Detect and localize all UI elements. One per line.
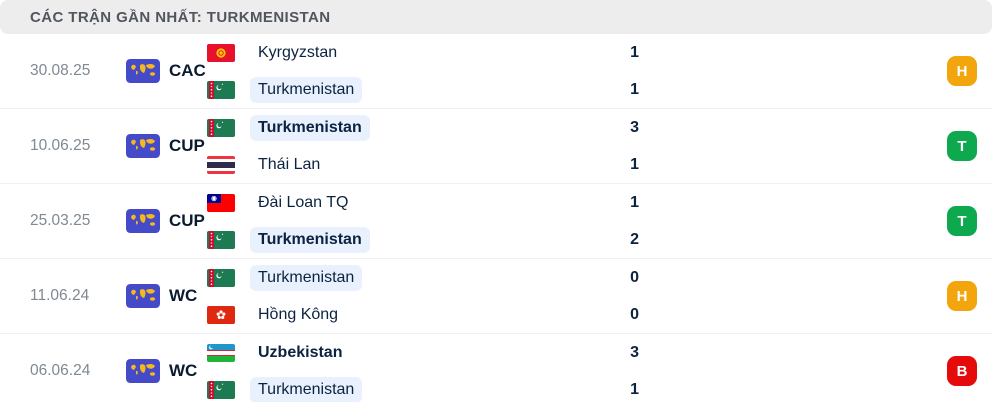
team-name[interactable]: Turkmenistan [250,264,363,291]
team-line-away: Thái Lan 1 [203,146,643,183]
team-line-home: Turkmenistan 0 [203,259,643,296]
team-score: 3 [630,118,639,136]
match-date: 10.06.25 [30,137,91,154]
result-badge: H [947,281,977,311]
team-score: 1 [630,155,639,173]
match-date: 06.06.24 [30,362,91,379]
flag-turkmenistan-icon [207,268,235,287]
match-date: 25.03.25 [30,212,91,229]
team-score: 3 [630,343,639,361]
team-line-away: Turkmenistan 1 [203,71,643,108]
team-line-home: Turkmenistan 3 [203,109,643,146]
result-badge: B [947,356,977,386]
match-list: 30.08.25 CAC Kyrgyzstan 1 Turkmenistan 1… [0,34,992,402]
match-row[interactable]: 25.03.25 CUP Đài Loan TQ 1 Turkmenistan … [0,184,992,259]
flag-turkmenistan-icon [207,230,235,249]
result-badge-column: H [947,56,977,86]
team-name[interactable]: Kyrgyzstan [258,43,338,61]
competition: WC [98,284,203,308]
team-line-home: Kyrgyzstan 1 [203,34,643,71]
teams-column: Uzbekistan 3 Turkmenistan 1 [203,334,643,402]
result-badge: H [947,56,977,86]
match-row[interactable]: 30.08.25 CAC Kyrgyzstan 1 Turkmenistan 1… [0,34,992,109]
team-score: 2 [630,230,639,248]
team-name[interactable]: Turkmenistan [250,226,370,253]
flag-hong-kong-icon [207,305,235,324]
match-row[interactable]: 11.06.24 WC Turkmenistan 0 Hồng Kông 0 H [0,259,992,334]
world-map-icon [126,134,160,158]
match-date: 30.08.25 [30,62,91,79]
team-score: 0 [630,268,639,286]
result-badge-column: T [947,131,977,161]
team-name[interactable]: Hồng Kông [258,305,339,323]
result-badge-column: B [947,356,977,386]
widget-header: CÁC TRẬN GẦN NHẤT: TURKMENISTAN [0,0,992,34]
team-line-away: Turkmenistan 1 [203,371,643,402]
competition-label: CAC [169,61,206,80]
flag-turkmenistan-icon [207,80,235,99]
teams-column: Đài Loan TQ 1 Turkmenistan 2 [203,184,643,258]
team-name[interactable]: Turkmenistan [250,76,363,103]
match-row[interactable]: 06.06.24 WC Uzbekistan 3 Turkmenistan 1 … [0,334,992,402]
result-badge: T [947,131,977,161]
flag-thailand-icon [207,155,235,174]
world-map-icon [126,59,160,83]
team-name[interactable]: Đài Loan TQ [258,193,349,211]
flag-kyrgyzstan-icon [207,43,235,62]
competition-label: CUP [169,211,205,230]
competition: CUP [98,134,205,158]
competition: CAC [98,59,206,83]
result-badge-column: H [947,281,977,311]
widget-title: CÁC TRẬN GẦN NHẤT: TURKMENISTAN [30,8,331,26]
team-name[interactable]: Turkmenistan [250,376,363,402]
flag-turkmenistan-icon [207,118,235,137]
flag-taiwan-icon [207,193,235,212]
teams-column: Turkmenistan 3 Thái Lan 1 [203,109,643,183]
team-line-away: Hồng Kông 0 [203,296,643,333]
team-score: 1 [630,80,639,98]
world-map-icon [126,284,160,308]
flag-turkmenistan-icon [207,380,235,399]
team-name[interactable]: Thái Lan [258,155,321,173]
team-score: 1 [630,380,639,398]
competition-label: WC [169,286,198,305]
result-badge: T [947,206,977,236]
competition: CUP [98,209,205,233]
result-badge-column: T [947,206,977,236]
team-score: 0 [630,305,639,323]
team-score: 1 [630,43,639,61]
world-map-icon [126,209,160,233]
world-map-icon [126,359,160,383]
match-row[interactable]: 10.06.25 CUP Turkmenistan 3 Thái Lan 1 T [0,109,992,184]
team-name[interactable]: Turkmenistan [250,114,370,141]
team-line-home: Uzbekistan 3 [203,334,643,371]
team-line-away: Turkmenistan 2 [203,221,643,258]
competition-label: CUP [169,136,205,155]
flag-uzbekistan-icon [207,343,235,362]
teams-column: Turkmenistan 0 Hồng Kông 0 [203,259,643,333]
team-line-home: Đài Loan TQ 1 [203,184,643,221]
match-date: 11.06.24 [30,287,90,304]
competition: WC [98,359,203,383]
team-score: 1 [630,193,639,211]
teams-column: Kyrgyzstan 1 Turkmenistan 1 [203,34,643,108]
team-name[interactable]: Uzbekistan [258,343,343,361]
competition-label: WC [169,361,198,380]
